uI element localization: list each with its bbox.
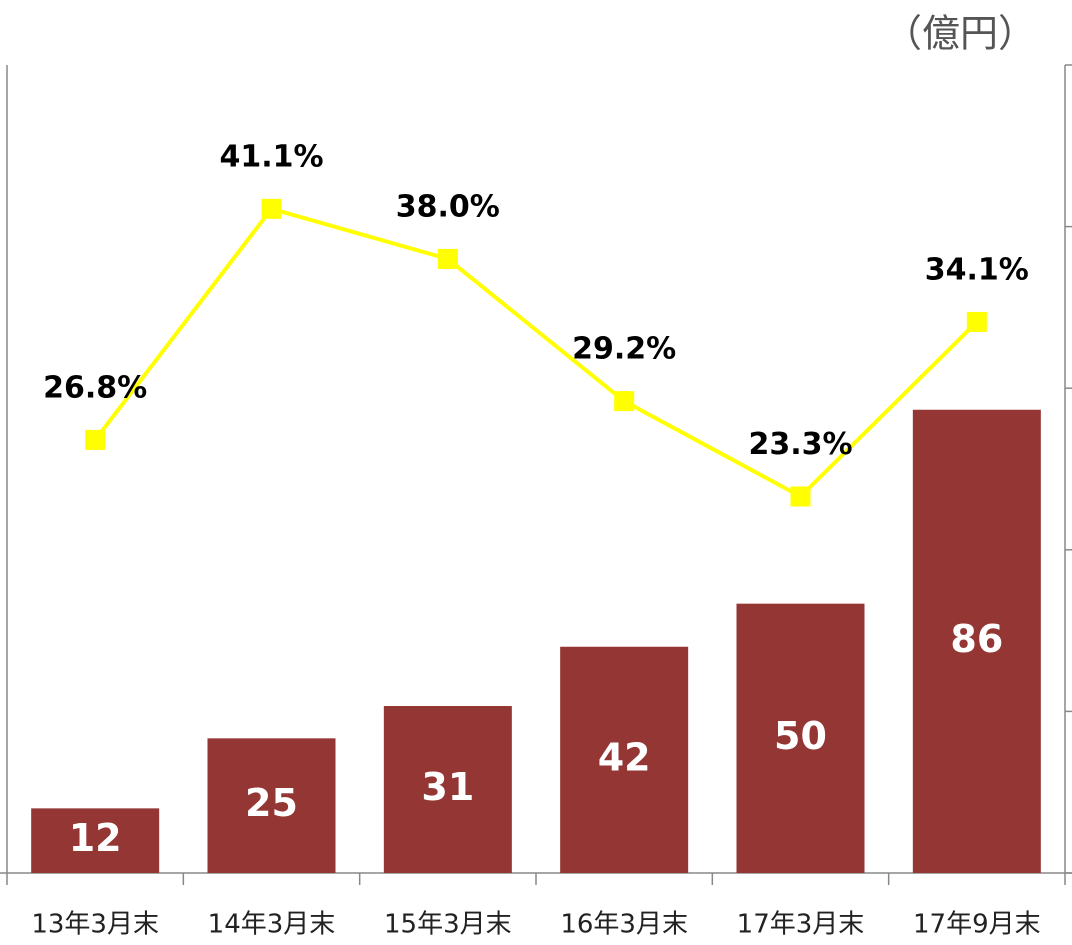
line-marker (790, 486, 811, 507)
line-marker (85, 429, 106, 450)
bar (31, 808, 160, 873)
bar-label: 42 (598, 735, 651, 779)
line-label: 23.3% (748, 427, 852, 462)
bar-label: 50 (774, 714, 827, 758)
line-marker (614, 391, 635, 412)
x-tick-label: 17年3月末 (737, 910, 865, 940)
x-tick-label: 14年3月末 (208, 910, 336, 940)
x-tick-label: 17年9月末 (913, 910, 1041, 940)
bar-label: 25 (245, 781, 298, 825)
line-label: 38.0% (396, 189, 500, 224)
line-label: 34.1% (925, 252, 1029, 287)
bar (207, 738, 336, 873)
bar (736, 603, 865, 873)
x-tick-label: 15年3月末 (384, 910, 512, 940)
unit-label: （億円） (884, 12, 1036, 56)
line-label: 41.1% (219, 139, 323, 174)
bar (383, 706, 512, 873)
bar (560, 646, 689, 873)
line-label: 29.2% (572, 332, 676, 367)
line-label: 26.8% (43, 370, 147, 405)
line (93, 206, 979, 499)
line-marker (437, 248, 458, 269)
bar-label: 86 (950, 617, 1003, 661)
bar-label: 31 (421, 765, 474, 809)
x-tick-label: 13年3月末 (31, 910, 159, 940)
x-tick-label: 16年3月末 (560, 910, 688, 940)
bar (912, 409, 1041, 873)
line-marker (261, 198, 282, 219)
bar-label: 12 (69, 816, 122, 860)
line-marker (966, 311, 987, 332)
